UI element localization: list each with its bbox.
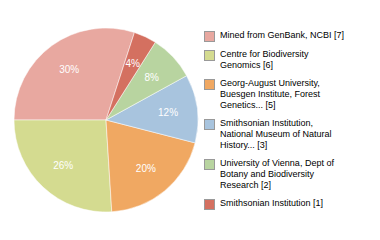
svg-text:12%: 12% xyxy=(158,107,178,118)
html-text:Buesgen Institute, Forest: Buesgen Institute, Forest xyxy=(220,89,321,99)
html-text:University of Vienna, Dept of: University of Vienna, Dept of xyxy=(220,158,334,168)
html-text:Georg-August University,: Georg-August University, xyxy=(220,78,320,88)
html-text:Research [2]: Research [2] xyxy=(220,180,271,190)
html-text:Botany and Biodiversity: Botany and Biodiversity xyxy=(220,169,315,179)
svg-text:26%: 26% xyxy=(53,160,73,171)
svg-text:20%: 20% xyxy=(136,163,156,174)
html-text:History... [3]: History... [3] xyxy=(220,140,268,150)
svg-text:4%: 4% xyxy=(125,58,140,69)
html-text:Genetics... [5]: Genetics... [5] xyxy=(220,100,276,110)
svg-text:8%: 8% xyxy=(144,72,159,83)
svg-text:30%: 30% xyxy=(59,64,79,75)
html-text:Mined from GenBank, NCBI [7]: Mined from GenBank, NCBI [7] xyxy=(220,30,345,40)
html-text:Smithsonian Institution [1]: Smithsonian Institution [1] xyxy=(220,198,324,208)
html-text:National Museum of Natural: National Museum of Natural xyxy=(220,129,332,139)
html-text:Smithsonian Institution,: Smithsonian Institution, xyxy=(220,118,314,128)
html-text:Centre for Biodiversity: Centre for Biodiversity xyxy=(220,49,309,59)
html-text:Genomics [6]: Genomics [6] xyxy=(220,60,273,70)
